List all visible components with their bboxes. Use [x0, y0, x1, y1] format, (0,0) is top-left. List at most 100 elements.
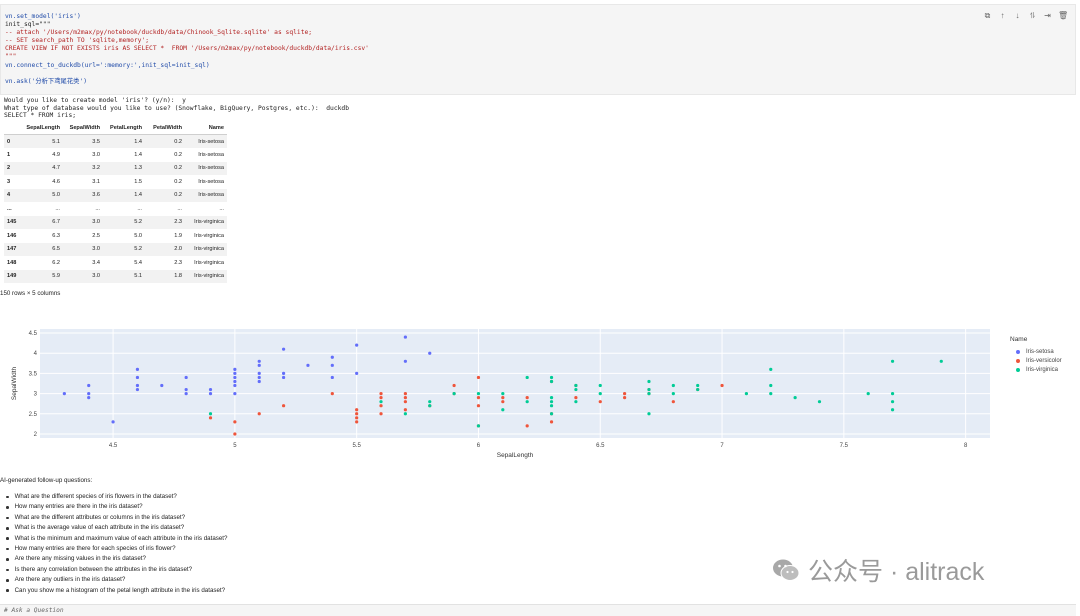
- scatter-point[interactable]: [549, 396, 554, 400]
- scatter-chart[interactable]: 4.5 5 5.5 6 6.5 7 7.5 8 2 2.5 3 3.5 4 4.5 SepalLength S…: [0, 325, 1000, 465]
- code-cell[interactable]: vn.set_model('iris') init_sql=""" -- attac…: [0, 4, 1076, 95]
- scatter-point[interactable]: [549, 379, 554, 384]
- scatter-point[interactable]: [476, 404, 481, 408]
- scatter-point[interactable]: [647, 379, 651, 384]
- merge-icon[interactable]: ⥮: [1029, 11, 1036, 20]
- scatter-point[interactable]: [257, 359, 261, 363]
- scatter-point[interactable]: [257, 375, 261, 380]
- scatter-point[interactable]: [403, 396, 407, 400]
- scatter-point[interactable]: [403, 408, 407, 412]
- scatter-point[interactable]: [208, 387, 213, 392]
- scatter-point[interactable]: [769, 383, 773, 388]
- arrow-up-icon[interactable]: ↑: [1000, 11, 1005, 20]
- scatter-point[interactable]: [135, 367, 140, 371]
- scatter-point[interactable]: [744, 391, 749, 396]
- scatter-point[interactable]: [525, 396, 529, 400]
- followup-question[interactable]: What are the different attributes or col…: [6, 513, 227, 523]
- scatter-point[interactable]: [890, 400, 895, 404]
- scatter-point[interactable]: [647, 387, 651, 392]
- scatter-point[interactable]: [355, 371, 359, 376]
- scatter-point[interactable]: [379, 400, 383, 404]
- scatter-point[interactable]: [501, 400, 505, 404]
- scatter-point[interactable]: [87, 396, 91, 400]
- trash-icon[interactable]: 🗑: [1058, 11, 1069, 20]
- scatter-point[interactable]: [355, 416, 359, 420]
- scatter-point[interactable]: [525, 400, 529, 404]
- scatter-point[interactable]: [866, 391, 870, 396]
- scatter-point[interactable]: [574, 383, 578, 388]
- scatter-point[interactable]: [355, 343, 359, 347]
- scatter-point[interactable]: [403, 400, 407, 404]
- scatter-point[interactable]: [257, 363, 261, 367]
- scatter-point[interactable]: [671, 391, 675, 396]
- scatter-point[interactable]: [281, 375, 286, 380]
- followup-question[interactable]: What is the minimum and maximum value of…: [6, 534, 227, 544]
- scatter-point[interactable]: [233, 371, 237, 376]
- followup-question[interactable]: What are the different species of iris f…: [6, 492, 227, 502]
- scatter-point[interactable]: [257, 371, 261, 376]
- scatter-point[interactable]: [330, 363, 334, 367]
- scatter-point[interactable]: [87, 383, 91, 388]
- scatter-point[interactable]: [208, 416, 213, 420]
- scatter-point[interactable]: [671, 383, 675, 388]
- scatter-point[interactable]: [355, 408, 359, 412]
- scatter-point[interactable]: [233, 375, 237, 380]
- arrow-down-icon[interactable]: ↓: [1015, 11, 1020, 20]
- scatter-point[interactable]: [549, 412, 554, 416]
- scatter-point[interactable]: [379, 412, 383, 416]
- scatter-point[interactable]: [379, 396, 383, 400]
- scatter-point[interactable]: [769, 391, 773, 396]
- scatter-point[interactable]: [598, 383, 602, 388]
- scatter-point[interactable]: [720, 383, 724, 388]
- scatter-point[interactable]: [135, 383, 140, 388]
- scatter-point[interactable]: [501, 391, 505, 396]
- scatter-point[interactable]: [501, 408, 505, 412]
- scatter-point[interactable]: [598, 391, 602, 396]
- scatter-point[interactable]: [135, 387, 140, 392]
- scatter-point[interactable]: [306, 363, 310, 367]
- scatter-point[interactable]: [208, 391, 213, 396]
- scatter-point[interactable]: [184, 387, 188, 392]
- scatter-point[interactable]: [208, 412, 213, 416]
- format-icon[interactable]: ⇥: [1044, 11, 1051, 20]
- scatter-point[interactable]: [598, 400, 602, 404]
- scatter-point[interactable]: [817, 400, 822, 404]
- scatter-point[interactable]: [233, 432, 237, 436]
- followup-question[interactable]: Is there any correlation between the att…: [6, 565, 227, 575]
- scatter-point[interactable]: [330, 391, 334, 396]
- scatter-point[interactable]: [939, 359, 943, 363]
- scatter-point[interactable]: [233, 379, 237, 384]
- scatter-point[interactable]: [184, 375, 188, 380]
- copy-icon[interactable]: ⧉: [984, 11, 991, 20]
- scatter-point[interactable]: [281, 371, 286, 376]
- scatter-point[interactable]: [233, 383, 237, 388]
- scatter-point[interactable]: [330, 355, 334, 359]
- scatter-point[interactable]: [647, 391, 651, 396]
- scatter-point[interactable]: [428, 400, 432, 404]
- followup-question[interactable]: What is the average value of each attrib…: [6, 523, 227, 533]
- scatter-point[interactable]: [233, 391, 237, 396]
- ask-question-cell[interactable]: # Ask a Question: [0, 604, 1076, 616]
- scatter-point[interactable]: [476, 391, 481, 396]
- scatter-point[interactable]: [355, 412, 359, 416]
- legend-item[interactable]: Iris-virginica: [1016, 366, 1062, 375]
- scatter-point[interactable]: [257, 412, 261, 416]
- legend-item[interactable]: Iris-setosa: [1016, 347, 1062, 356]
- scatter-point[interactable]: [623, 396, 627, 400]
- code-editor[interactable]: vn.set_model('iris') init_sql=""" -- attac…: [5, 13, 369, 86]
- scatter-point[interactable]: [696, 383, 700, 388]
- scatter-point[interactable]: [574, 400, 578, 404]
- scatter-point[interactable]: [574, 396, 578, 400]
- scatter-point[interactable]: [452, 383, 456, 388]
- scatter-point[interactable]: [549, 420, 554, 424]
- followup-question[interactable]: How many entries are there in the iris d…: [6, 502, 227, 512]
- scatter-point[interactable]: [403, 391, 407, 396]
- scatter-point[interactable]: [769, 367, 773, 371]
- scatter-point[interactable]: [647, 412, 651, 416]
- scatter-point[interactable]: [549, 404, 554, 408]
- scatter-point[interactable]: [233, 420, 237, 424]
- scatter-point[interactable]: [62, 391, 66, 396]
- scatter-point[interactable]: [111, 420, 115, 424]
- scatter-point[interactable]: [160, 383, 164, 388]
- followup-question[interactable]: Can you show me a histogram of the petal…: [6, 586, 227, 596]
